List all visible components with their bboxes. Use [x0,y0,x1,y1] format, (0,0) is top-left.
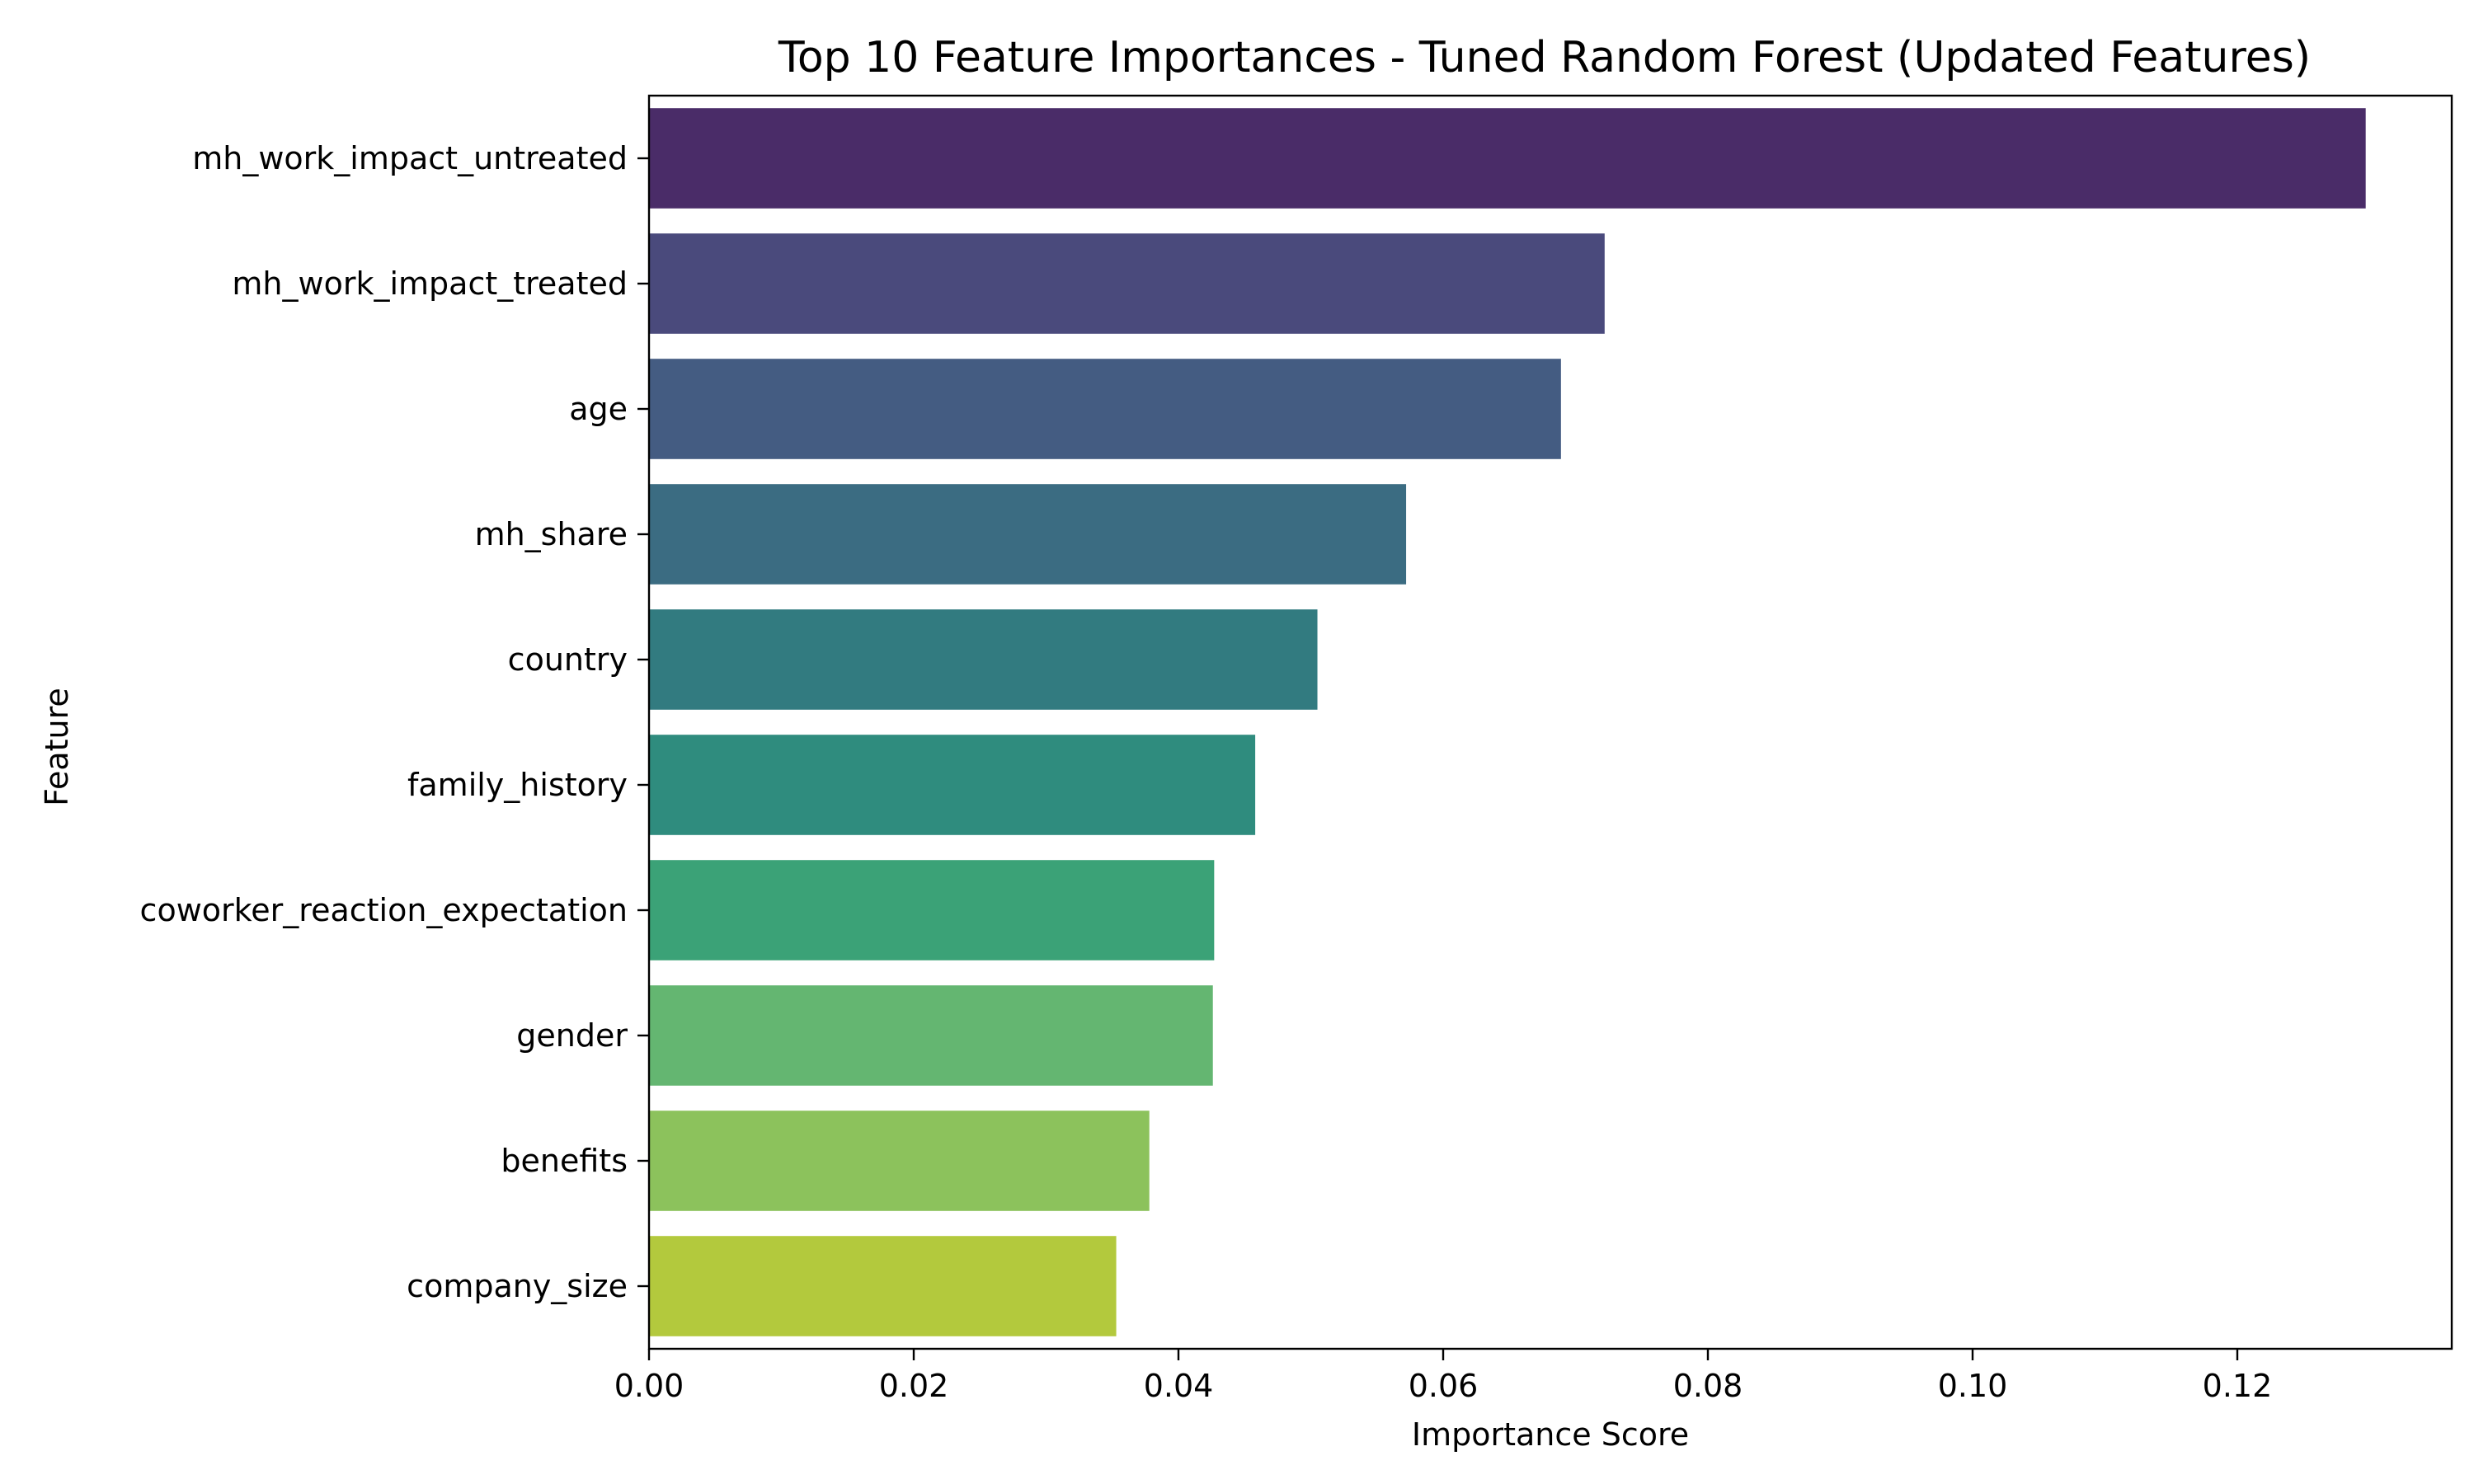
y-axis-ticks: mh_work_impact_untreated mh_work_impact_t… [140,140,649,1304]
y-tick-label: mh_share [475,516,628,552]
x-tick-label: 0.04 [1144,1368,1214,1404]
bar-mh-work-impact-treated [649,233,1605,334]
bar-mh-work-impact-untreated [649,108,2366,209]
y-tick-label: benefits [501,1143,628,1179]
x-tick-label: 0.06 [1409,1368,1479,1404]
x-tick-label: 0.08 [1673,1368,1743,1404]
y-axis-label: Feature [39,688,75,806]
y-tick-label: family_history [407,767,628,803]
bar-mh-share [649,484,1407,585]
bar-benefits [649,1111,1150,1211]
bar-country [649,609,1318,710]
x-tick-label: 0.00 [614,1368,684,1404]
bar-gender [649,985,1213,1086]
x-tick-label: 0.12 [2203,1368,2273,1404]
bars-group [649,108,2366,1336]
x-axis-ticks: 0.00 0.02 0.04 0.06 0.08 0.10 0.12 [614,1349,2273,1404]
plot-frame [647,94,2453,1350]
y-tick-label: gender [516,1017,628,1054]
x-axis-label: Importance Score [1412,1416,1689,1453]
bar-age [649,359,1561,459]
bar-company-size [649,1236,1117,1336]
bar-coworker-reaction-expectation [649,860,1215,960]
y-tick-label: mh_work_impact_untreated [192,140,628,176]
chart-title: Top 10 Feature Importances - Tuned Rando… [778,33,2311,82]
x-tick-label: 0.02 [879,1368,949,1404]
y-tick-label: coworker_reaction_expectation [140,892,628,928]
y-tick-label: age [569,391,628,427]
y-tick-label: mh_work_impact_treated [232,265,628,302]
x-tick-label: 0.10 [1938,1368,2008,1404]
y-tick-label: company_size [407,1268,628,1304]
bar-family-history [649,735,1256,835]
y-tick-label: country [508,641,628,678]
